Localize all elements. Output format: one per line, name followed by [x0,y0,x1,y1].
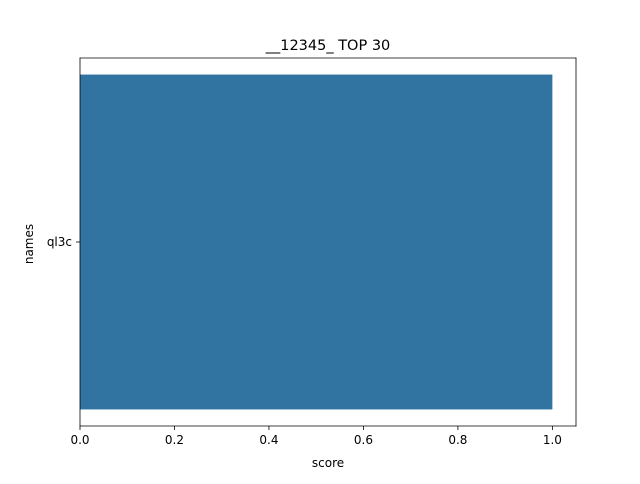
x-axis-label: score [312,456,344,470]
x-tick-label: 0.4 [259,433,278,447]
y-tick-label: ql3c [47,235,72,249]
bars-layer [80,74,553,410]
x-tick-label: 0.2 [165,433,184,447]
x-tick-label: 0.0 [70,433,89,447]
y-axis-label: names [22,224,36,264]
x-tick-label: 0.6 [354,433,373,447]
ticks-layer: ql3c 0.0 0.2 0.4 0.6 0.8 1.0 [47,235,562,447]
bar-ql3c [80,74,553,410]
x-tick-label: 1.0 [543,433,562,447]
x-tick-label: 0.8 [448,433,467,447]
chart-title: __12345_ TOP 30 [265,38,391,54]
